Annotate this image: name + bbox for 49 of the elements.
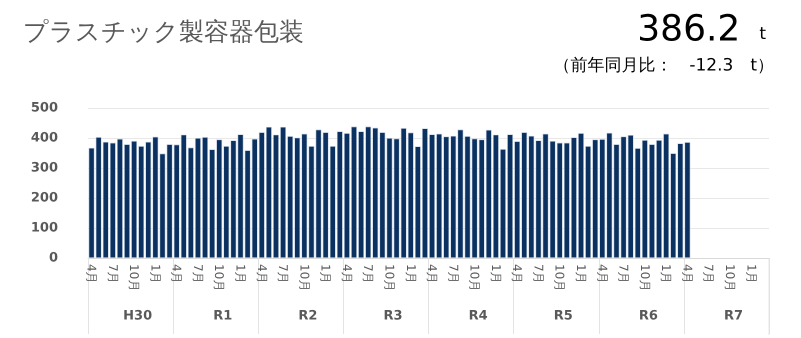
x-tick-label: 4月 (170, 264, 184, 284)
y-tick-label: 300 (30, 160, 58, 176)
y-tick-label: 200 (30, 190, 58, 206)
text: R2 (298, 308, 318, 324)
x-tick-label: 4月 (680, 264, 694, 284)
x-tick-label: 7月 (616, 264, 631, 284)
x-tick-label: 7月 (446, 264, 460, 284)
x-tick-label: 7月 (361, 264, 376, 284)
chart-title: プラスチック製容器包装 (23, 17, 304, 46)
x-tick-label: 10月 (382, 264, 396, 292)
text: （前年同月比： -12.3 t） (553, 56, 774, 76)
x-tick-label: 1月 (574, 264, 588, 284)
x-tick-label: 10月 (722, 264, 737, 292)
x-tick-label: 7月 (276, 264, 290, 284)
x-tick-label: 4月 (595, 264, 610, 284)
text: H30 (123, 308, 152, 324)
x-tick-label: 10月 (552, 264, 567, 292)
text: R6 (638, 308, 658, 324)
x-tick-label: 10月 (638, 264, 652, 292)
text: R5 (554, 308, 573, 324)
x-tick-label: 1月 (148, 264, 162, 284)
x-tick-label: 4月 (254, 264, 269, 284)
x-tick-label: 4月 (425, 264, 440, 284)
x-tick-label: 10月 (212, 264, 226, 292)
text: R4 (468, 308, 488, 324)
text: R7 (724, 308, 744, 324)
y-tick-label: 400 (30, 130, 58, 146)
x-tick-label: 7月 (531, 264, 546, 284)
x-tick-label: 1月 (488, 264, 503, 284)
text: R3 (384, 308, 403, 324)
x-tick-label: 1月 (659, 264, 674, 284)
y-tick-label: 0 (48, 250, 58, 266)
x-tick-label: 1月 (404, 264, 418, 284)
x-tick-label: 7月 (702, 264, 716, 284)
x-tick-label: 1月 (744, 264, 758, 284)
x-tick-label: 7月 (106, 264, 120, 284)
x-tick-label: 10月 (127, 264, 142, 292)
x-tick-label: 4月 (84, 264, 99, 284)
text: R1 (213, 308, 232, 324)
x-tick-label: 7月 (190, 264, 205, 284)
x-tick-label: 4月 (510, 264, 524, 284)
y-tick-label: 500 (30, 100, 58, 116)
y-tick-label: 100 (30, 220, 58, 236)
x-tick-label: 10月 (468, 264, 482, 292)
x-tick-label: 1月 (318, 264, 333, 284)
x-tick-label: 4月 (340, 264, 354, 284)
x-tick-label: 1月 (234, 264, 248, 284)
chart-subtitle: 386.2 t (637, 8, 766, 50)
x-tick-label: 10月 (297, 264, 312, 292)
